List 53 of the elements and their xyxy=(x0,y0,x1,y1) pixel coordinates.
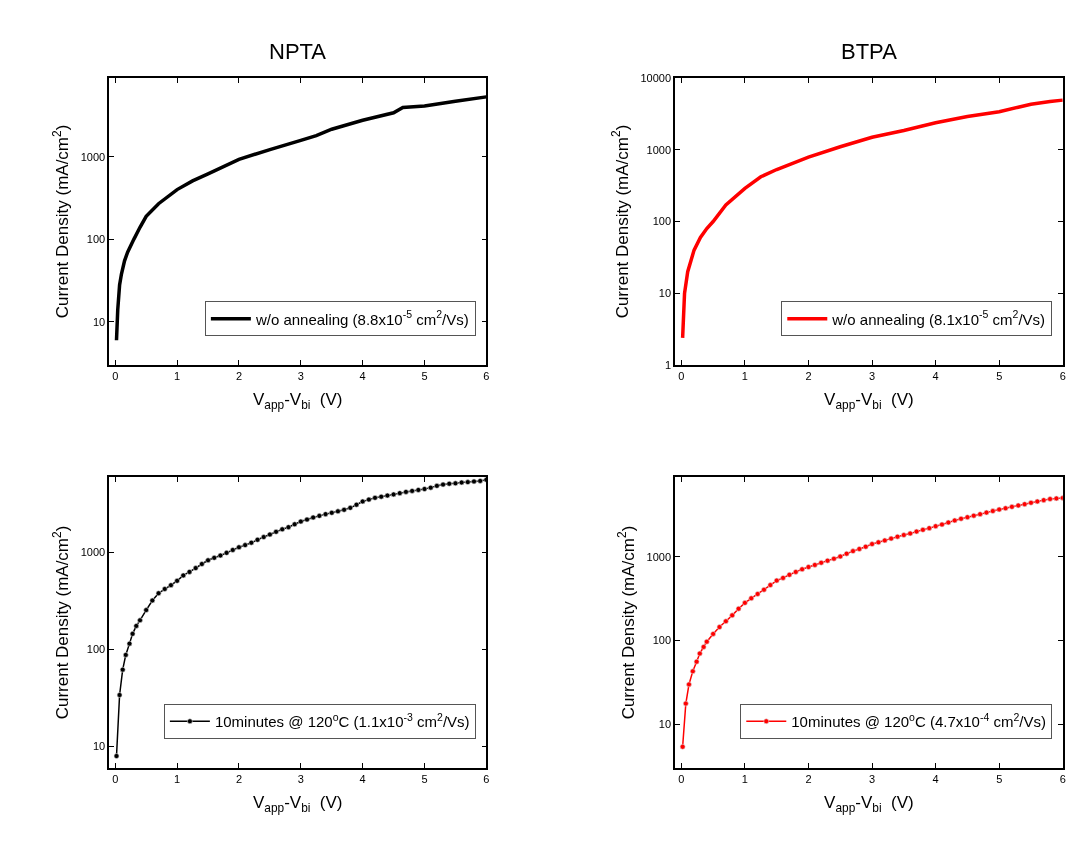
y-tick-label: 100 xyxy=(86,233,106,246)
y-tick-label: 100 xyxy=(652,215,672,228)
y-tick-label: 10 xyxy=(658,718,672,731)
x-tick-label: 5 xyxy=(996,370,1003,383)
y-tick-label: 10 xyxy=(658,287,672,300)
x-tick-label: 2 xyxy=(235,773,243,786)
x-tick-label: 5 xyxy=(996,773,1003,786)
x-tick-label: 6 xyxy=(1059,370,1066,383)
x-tick-label: 5 xyxy=(421,773,428,786)
y-tick-label: 1000 xyxy=(80,546,106,559)
x-tick-label: 2 xyxy=(235,370,243,383)
legend-label: 10minutes @ 120$^{o}$C (4.7x10$^{-4}$ cm$^{2}$/Vs) xyxy=(791,710,1046,731)
x-tick-label: 3 xyxy=(869,773,876,786)
legend-label: w/o annealing (8.1x10$^{-5}$ cm$^{2}$/Vs) xyxy=(831,308,1046,328)
x-tick-label: 4 xyxy=(932,773,939,786)
x-tick-label: 1 xyxy=(174,370,181,383)
x-tick-label: 3 xyxy=(297,370,304,383)
y-tick-label: 1000 xyxy=(646,143,672,156)
x-tick-label: 6 xyxy=(483,773,490,786)
y-tick-label: 1 xyxy=(664,359,672,372)
y-tick-label: 1000 xyxy=(80,150,106,163)
x-tick-label: 0 xyxy=(678,773,685,786)
line-series xyxy=(680,98,1063,340)
x-tick-label: 3 xyxy=(297,773,304,786)
x-tick-label: 5 xyxy=(421,370,428,383)
x-tick-label: 3 xyxy=(869,370,876,383)
y-tick-label: 1000 xyxy=(646,550,672,563)
x-tick-label: 2 xyxy=(805,370,812,383)
y-tick-label: 10 xyxy=(92,740,106,753)
legend-label: 10minutes @ 120$^{o}$C (1.1x10$^{-3}$ cm$^{2}$/Vs) xyxy=(214,710,470,731)
x-tick-label: 6 xyxy=(483,370,490,383)
chart-title: NPTA xyxy=(269,39,327,64)
x-axis-title: V$_{app}$-V$_{bi}$ (V) xyxy=(824,793,914,815)
x-tick-label: 0 xyxy=(112,370,119,383)
x-tick-label: 4 xyxy=(359,370,366,383)
x-tick-label: 0 xyxy=(112,773,119,786)
y-tick-label: 100 xyxy=(86,643,106,656)
x-tick-label: 4 xyxy=(932,370,939,383)
legend-label: w/o annealing (8.8x10$^{-5}$ cm$^{2}$/Vs) xyxy=(254,308,469,328)
x-tick-label: 1 xyxy=(741,370,748,383)
x-axis-title: V$_{app}$-V$_{bi}$ (V) xyxy=(252,793,343,815)
chart-title: BTPA xyxy=(841,39,898,64)
x-axis-title: V$_{app}$-V$_{bi}$ (V) xyxy=(824,390,914,412)
x-tick-label: 2 xyxy=(805,773,812,786)
x-tick-label: 0 xyxy=(678,370,685,383)
y-tick-label: 10 xyxy=(92,315,106,328)
y-tick-label: 100 xyxy=(652,634,672,647)
x-tick-label: 1 xyxy=(174,773,181,786)
x-tick-label: 1 xyxy=(741,773,748,786)
x-tick-label: 4 xyxy=(359,773,366,786)
x-tick-label: 6 xyxy=(1059,773,1066,786)
y-tick-label: 10000 xyxy=(640,71,672,84)
x-axis-title: V$_{app}$-V$_{bi}$ (V) xyxy=(252,390,343,412)
